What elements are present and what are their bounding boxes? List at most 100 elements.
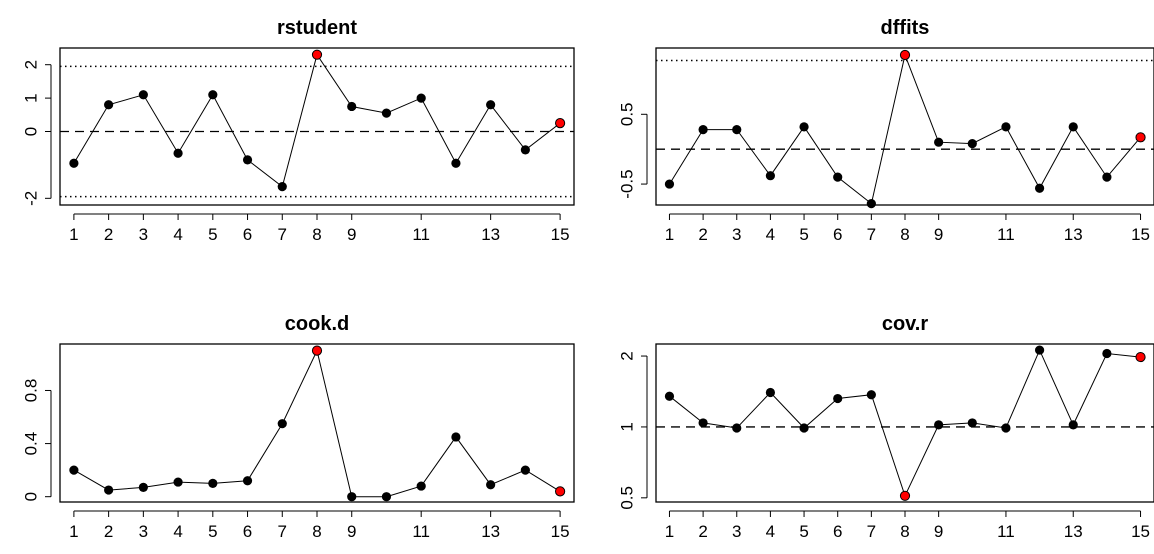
cook-d-x-tick-label: 1: [69, 522, 78, 541]
dffits-x-tick-label: 13: [1064, 225, 1083, 244]
rstudent-x-tick-label: 9: [347, 225, 356, 244]
dffits-point-10: [967, 138, 977, 149]
dffits-y-tick-label: 0.5: [618, 102, 637, 126]
cook-d-point-7: [277, 419, 287, 429]
cov-r-title: cov.r: [882, 313, 929, 335]
cook-d-x-tick-label: 9: [347, 522, 356, 541]
cook-d-x-tick-label: 13: [481, 522, 500, 541]
dffits-y-tick-label: -0.5: [618, 169, 637, 198]
rstudent-point-11: [416, 93, 426, 103]
rstudent-point-6: [242, 155, 253, 165]
dffits-x-tick-label: 11: [997, 225, 1015, 244]
cook-d-x-tick-label: 11: [412, 522, 430, 541]
cov-r-x-tick-label: 13: [1064, 522, 1083, 541]
rstudent-y-tick-label: 1: [22, 93, 41, 102]
cov-r-plot-frame: [655, 343, 1154, 503]
dffits-x-tick-label: 6: [833, 225, 842, 244]
rstudent-x-tick-label: 8: [312, 225, 321, 244]
dffits-x-tick-label: 3: [732, 225, 741, 244]
cov-r-point-5: [799, 423, 809, 433]
cook-d-point-13: [486, 480, 496, 490]
rstudent-x-tick-label: 4: [173, 225, 182, 244]
cov-r-point-9: [934, 420, 944, 430]
dffits-point-1: [664, 179, 675, 189]
cov-r-x-tick-label: 1: [665, 522, 674, 541]
rstudent-point-9: [347, 101, 357, 112]
cook-d-point-15: [555, 486, 566, 497]
dffits-panel: dffits 1 2 3 4 5 6 7 8 9 11 13 15 -0.5 0.5: [618, 17, 1154, 244]
cook-d-x-tick-label: 6: [243, 522, 252, 541]
dffits-point-15: [1135, 132, 1146, 143]
dffits-title: dffits: [881, 17, 930, 39]
cov-r-x-tick-label: 6: [833, 522, 842, 541]
dffits-x-tick-label: 9: [934, 225, 943, 244]
rstudent-point-12: [451, 158, 461, 168]
rstudent-y-tick-label: 2: [22, 60, 41, 69]
rstudent-x-tick-label: 3: [139, 225, 148, 244]
cook-d-point-12: [451, 432, 461, 442]
cov-r-x-tick-label: 7: [867, 522, 876, 541]
cov-r-x-tick-label: 9: [934, 522, 943, 541]
cook-d-x-tick-label: 8: [312, 522, 321, 541]
dffits-x-tick-label: 8: [900, 225, 909, 244]
rstudent-y-tick-label: -2: [22, 191, 41, 206]
rstudent-x-tick-label: 6: [243, 225, 252, 244]
cook-d-x-tick-label: 7: [278, 522, 287, 541]
rstudent-plot-frame: [59, 47, 575, 206]
cov-r-point-14: [1102, 348, 1112, 359]
dffits-point-4: [765, 171, 776, 181]
cook-d-x-tick-label: 15: [551, 522, 570, 541]
cov-r-point-12: [1034, 345, 1045, 355]
dffits-x-tick-label: 4: [766, 225, 775, 244]
rstudent-x-tick-label: 13: [481, 225, 500, 244]
cov-r-x-tick-label: 4: [766, 522, 775, 541]
rstudent-point-7: [277, 182, 287, 192]
dffits-point-12: [1034, 183, 1045, 193]
cov-r-x-tick-label: 15: [1131, 522, 1150, 541]
cook-d-series-line: [73, 349, 561, 498]
cov-r-y-tick-label: 1: [618, 422, 637, 431]
cov-r-x-tick-label: 11: [997, 522, 1015, 541]
rstudent-x-tick-label: 11: [412, 225, 430, 244]
cov-r-x-tick-label: 5: [799, 522, 808, 541]
cov-r-panel: cov.r 1 2 3 4 5 6 7 8 9 11 13 15 0.5 1 2: [618, 313, 1154, 541]
rstudent-y-tick-label: 0: [22, 127, 41, 136]
cov-r-x-tick-label: 2: [698, 522, 707, 541]
rstudent-point-4: [173, 148, 183, 158]
dffits-point-8: [899, 49, 911, 61]
dffits-point-7: [866, 199, 876, 209]
cook-d-point-9: [347, 492, 357, 502]
cov-r-point-15: [1135, 351, 1146, 363]
cov-r-point-3: [732, 423, 742, 433]
cook-d-x-tick-label: 3: [139, 522, 148, 541]
cov-r-x-tick-label: 3: [732, 522, 741, 541]
rstudent-point-1: [69, 158, 79, 168]
cov-r-point-6: [833, 393, 843, 404]
dffits-x-tick-label: 2: [698, 225, 707, 244]
cov-r-point-2: [698, 418, 708, 428]
dffits-point-9: [934, 137, 944, 147]
rstudent-point-3: [138, 90, 148, 100]
rstudent-x-tick-label: 15: [551, 225, 570, 244]
cook-d-point-2: [104, 485, 114, 495]
cook-d-point-14: [520, 465, 530, 475]
cook-d-panel: cook.d 1 2 3 4 5 6 7 8 9 11 13 15 0 0.4 0.8: [22, 313, 575, 541]
cov-r-point-11: [1001, 423, 1011, 433]
cook-d-title: cook.d: [285, 313, 349, 335]
cook-d-point-6: [242, 476, 253, 486]
cook-d-y-tick-label: 0: [22, 492, 41, 501]
dffits-point-3: [732, 125, 742, 135]
rstudent-point-15: [555, 118, 566, 129]
cov-r-y-tick-label: 2: [618, 351, 637, 360]
dffits-point-13: [1068, 122, 1078, 132]
cov-r-x-tick-label: 8: [900, 522, 909, 541]
cov-r-point-1: [664, 391, 675, 401]
dffits-point-2: [698, 125, 708, 135]
rstudent-point-13: [486, 100, 496, 110]
cook-d-point-10: [381, 492, 392, 502]
rstudent-title: rstudent: [277, 17, 357, 39]
rstudent-point-2: [104, 100, 114, 110]
rstudent-point-5: [208, 90, 218, 100]
dffits-x-tick-label: 5: [799, 225, 808, 244]
